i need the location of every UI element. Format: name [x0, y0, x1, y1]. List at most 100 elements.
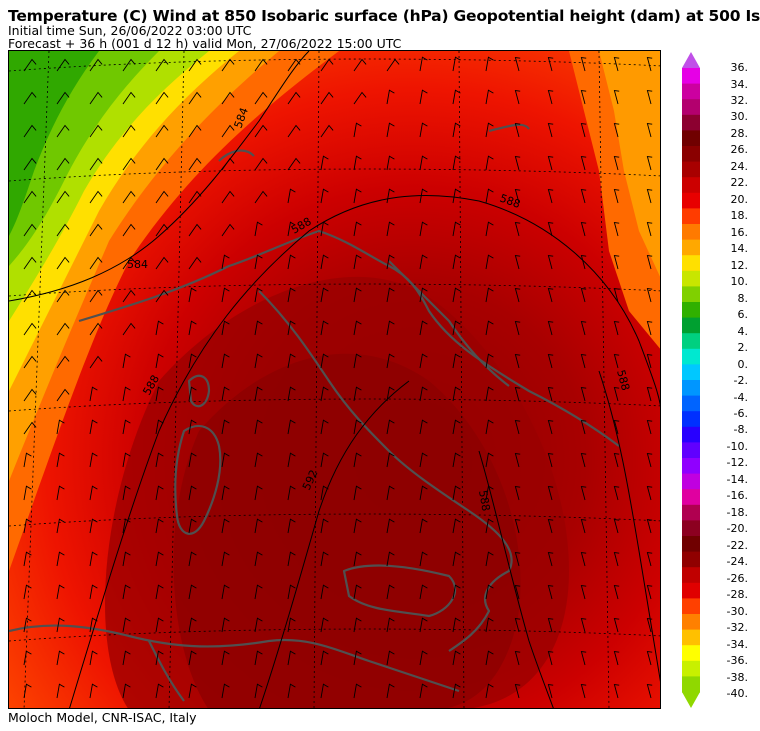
color-bar-step: [682, 395, 700, 412]
wind-barb: [452, 485, 461, 501]
wind-barb: [646, 419, 653, 435]
wind-barb: [485, 683, 494, 699]
wind-barb: [452, 155, 461, 171]
wind-barb: [353, 320, 362, 336]
wind-barb: [254, 287, 263, 303]
color-bar-label: -38.: [726, 670, 748, 684]
wind-barb: [514, 320, 521, 336]
wind-barb: [386, 122, 395, 138]
wind-barb: [221, 124, 235, 138]
wind-barb: [613, 584, 620, 600]
wind-barb: [485, 617, 494, 633]
wind-barb: [254, 353, 263, 369]
wind-barb: [580, 518, 587, 534]
wind-barb: [547, 419, 554, 435]
wind-barb: [254, 190, 268, 204]
color-bar-label: -30.: [726, 604, 748, 618]
color-bar-step: [682, 629, 700, 646]
wind-barb: [514, 485, 521, 501]
wind-barb: [613, 188, 620, 204]
wind-barb: [254, 58, 268, 72]
wind-barb: [386, 254, 395, 270]
wind-barb: [122, 157, 136, 171]
wind-barb: [23, 551, 32, 567]
wind-barb: [89, 58, 103, 72]
wind-barb: [188, 223, 202, 237]
wind-barb: [89, 256, 103, 270]
wind-barb: [646, 584, 653, 600]
wind-barb: [221, 683, 230, 699]
wind-barb: [122, 683, 131, 699]
wind-barb: [254, 551, 263, 567]
wind-barb: [452, 551, 461, 567]
color-bar-step: [682, 114, 700, 131]
wind-barb: [646, 683, 653, 699]
wind-barb: [122, 584, 131, 600]
nw-dark-green-band: [9, 51, 99, 236]
wind-barb: [155, 353, 164, 369]
wind-barb: [452, 287, 461, 303]
color-bar-step: [682, 473, 700, 490]
color-bar-label: 32.: [730, 93, 749, 107]
wind-barb: [452, 617, 461, 633]
wind-barb: [613, 254, 620, 270]
wind-barb: [89, 419, 98, 435]
wind-barb: [485, 518, 494, 534]
wind-barb: [320, 452, 329, 468]
wind-barb: [613, 89, 620, 105]
wind-barb: [485, 254, 494, 270]
forecast-valid-time: Forecast + 36 h (001 d 12 h) valid Mon, …: [8, 36, 402, 51]
wind-barb: [56, 322, 70, 336]
wind-barb: [320, 485, 329, 501]
wind-barb: [452, 584, 461, 600]
wind-barb: [89, 584, 98, 600]
wind-barb: [547, 683, 554, 699]
wind-barb: [353, 452, 362, 468]
wind-barb: [23, 322, 37, 336]
wind-barb: [155, 223, 169, 237]
wind-barb: [23, 421, 37, 435]
color-bar-step: [682, 489, 700, 506]
wind-barb: [580, 89, 587, 105]
wind-barb: [386, 419, 395, 435]
wind-barb: [580, 56, 587, 72]
wind-barb: [221, 190, 235, 204]
wind-barb: [188, 353, 197, 369]
wind-barb: [254, 683, 263, 699]
wind-barb: [188, 124, 202, 138]
wind-barb: [613, 452, 620, 468]
color-bar-step: [682, 208, 700, 225]
color-bar-label: -28.: [726, 588, 748, 602]
color-bar-label: -16.: [726, 489, 748, 503]
wind-barb: [23, 289, 37, 303]
wind-barb: [23, 452, 32, 468]
wind-barb: [419, 650, 428, 666]
color-bar-step: [682, 99, 700, 116]
wind-barb: [155, 584, 164, 600]
wind-barb: [613, 650, 620, 666]
wind-barb: [56, 256, 70, 270]
wind-barb: [419, 221, 428, 237]
wind-barb: [386, 58, 400, 72]
wind-barb: [547, 650, 554, 666]
wind-barb: [320, 287, 329, 303]
color-bar-step: [682, 333, 700, 350]
color-bar-step: [682, 317, 700, 334]
wind-barb: [547, 287, 554, 303]
wind-barb: [514, 683, 521, 699]
wind-barb: [320, 254, 329, 270]
wind-barb: [646, 122, 653, 138]
wind-barb: [287, 353, 296, 369]
wind-barb: [287, 617, 296, 633]
wind-barb: [23, 58, 37, 72]
wind-barb: [188, 386, 197, 402]
color-bar-step: [682, 567, 700, 584]
color-bar-step: [682, 177, 700, 194]
wind-barb: [485, 353, 494, 369]
wind-barb: [353, 617, 362, 633]
wind-barb: [23, 223, 37, 237]
wind-barb: [646, 551, 653, 567]
wind-barb: [287, 58, 301, 72]
wind-barb: [452, 452, 461, 468]
wind-barb: [419, 584, 428, 600]
